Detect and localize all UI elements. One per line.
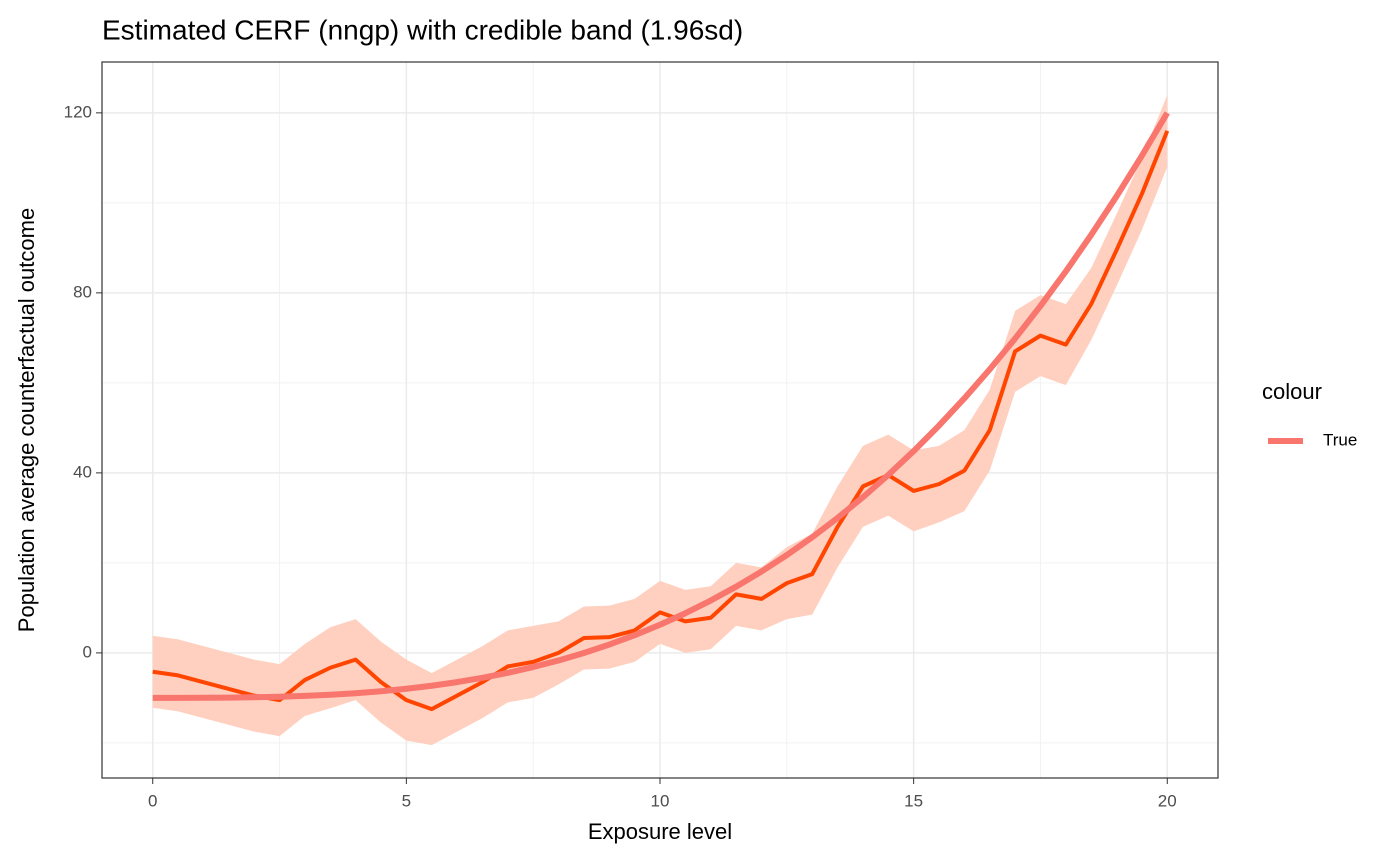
- legend-label: True: [1323, 430, 1357, 449]
- credible-band: [152, 94, 1168, 746]
- chart-title: Estimated CERF (nngp) with credible band…: [102, 14, 743, 45]
- y-axis-label: Population average counterfactual outcom…: [14, 208, 39, 632]
- x-tick-label: 0: [148, 791, 157, 810]
- legend-title: colour: [1262, 379, 1322, 404]
- y-tick-label: 0: [83, 642, 92, 661]
- y-tick-label: 120: [64, 102, 92, 121]
- estimate-line: [152, 130, 1170, 712]
- x-tick-label: 15: [904, 791, 923, 810]
- plot-border: [101, 61, 1219, 779]
- true-line: [152, 111, 1170, 701]
- x-tick-label: 5: [402, 791, 411, 810]
- y-tick-label: 80: [73, 282, 92, 301]
- x-tick-label: 10: [651, 791, 670, 810]
- x-tick-label: 20: [1158, 791, 1177, 810]
- x-axis-label: Exposure level: [588, 819, 732, 844]
- y-tick-label: 40: [73, 462, 92, 481]
